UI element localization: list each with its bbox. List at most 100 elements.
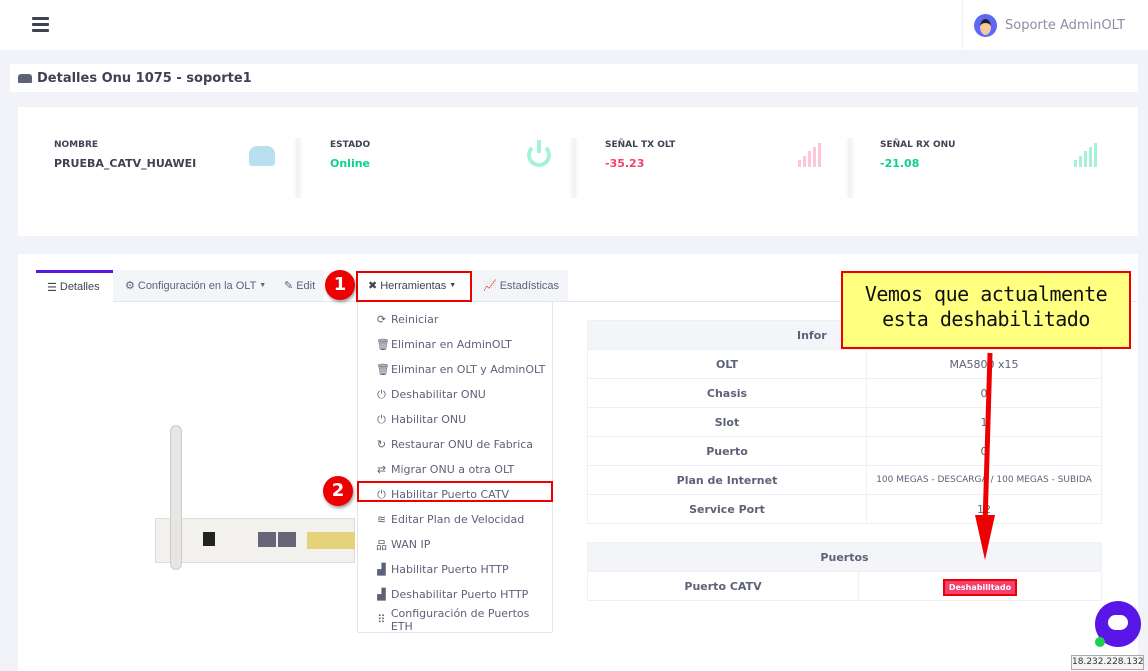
redo-icon: ↻	[376, 438, 387, 451]
user-name: Soporte AdminOLT	[1005, 17, 1126, 33]
status-badge: Deshabilitado	[942, 578, 1018, 596]
grid-icon: ⠿	[377, 613, 386, 626]
chart-icon: 📈	[483, 280, 497, 292]
tab-estadisticas[interactable]: 📈 Estadísticas	[472, 270, 568, 301]
row-value: MA5800 x15	[866, 349, 1102, 379]
stat-label: ESTADO	[330, 140, 371, 150]
tab-detalles[interactable]: ☰ Detalles	[36, 270, 113, 301]
row-key: Plan de Internet	[587, 465, 867, 495]
menu-item-label: Deshabilitar Puerto HTTP	[391, 588, 529, 601]
page-title: Detalles Onu 1075 - soporte1	[10, 64, 1138, 92]
menu-item-label: Editar Plan de Velocidad	[391, 513, 525, 526]
onu-router-image	[155, 425, 355, 570]
menu-item[interactable]: ⟳ Reiniciar	[358, 307, 552, 332]
callout-line: esta deshabilitado	[882, 307, 1090, 331]
tab-label: Configuración en la OLT	[137, 279, 257, 292]
ip-label: 18.232.228.132	[1071, 655, 1144, 670]
tab-editar[interactable]: ✎ Edit	[280, 270, 324, 301]
highlight-box	[356, 271, 472, 302]
stat-value: -35.23	[605, 157, 645, 170]
table-row: Puerto 0	[587, 436, 1102, 466]
menu-item-label: Deshabilitar ONU	[391, 388, 486, 401]
table-row: Puerto CATV Deshabilitado	[587, 571, 1102, 601]
wifi-icon: ≋	[376, 513, 387, 526]
tab-label: Herramientas	[380, 279, 447, 292]
herramientas-dropdown: ⟳ Reiniciar 🗑 Eliminar en AdminOLT 🗑 Eliminar…	[357, 301, 553, 633]
gear-icon: ⚙	[125, 280, 135, 292]
menu-item-label: Configuración de Puertos ETH	[390, 606, 530, 633]
table-row: Plan de Internet 100 MEGAS - DESCARGA / 1…	[587, 465, 1102, 495]
row-key: Chasis	[587, 378, 867, 408]
menu-item-label: Restaurar ONU de Fabrica	[391, 438, 534, 451]
menu-item[interactable]: 品 WAN IP	[358, 532, 552, 557]
menu-item-label: Eliminar en AdminOLT	[391, 338, 512, 351]
online-dot	[1095, 637, 1105, 647]
menu-item-label: Habilitar Puerto HTTP	[391, 563, 509, 576]
stat-label: SEÑAL RX ONU	[880, 140, 956, 150]
exchange-icon: ⇄	[376, 463, 387, 476]
row-value: 0	[866, 436, 1102, 466]
refresh-icon: ⟳	[376, 313, 387, 326]
step-badge-2: 2	[323, 476, 353, 506]
menu-item-label: WAN IP	[391, 538, 431, 551]
caret-down-icon: ▼	[259, 282, 267, 289]
stat-label: SEÑAL TX OLT	[605, 140, 676, 150]
menu-item-label: Migrar ONU a otra OLT	[391, 463, 515, 476]
callout-line: Vemos que actualmente	[864, 282, 1108, 306]
user-menu[interactable]: Soporte AdminOLT	[962, 0, 1137, 50]
top-header	[0, 0, 1148, 50]
tab-label: Edit	[296, 279, 316, 292]
menu-item-label: Eliminar en OLT y AdminOLT	[391, 363, 546, 376]
row-key: Puerto	[587, 436, 867, 466]
trash-icon: 🗑	[376, 338, 390, 351]
menu-item[interactable]: 🗑 Eliminar en AdminOLT	[358, 332, 552, 357]
edit-icon: ✎	[284, 280, 294, 292]
tab-label: Detalles	[59, 281, 100, 293]
row-key: Slot	[587, 407, 867, 437]
power-icon: ⏻	[377, 387, 386, 401]
hdd-icon	[249, 146, 275, 166]
menu-item[interactable]: ⇄ Migrar ONU a otra OLT	[358, 457, 552, 482]
power-icon: ⏻	[377, 412, 386, 426]
menu-item[interactable]: ≋ Editar Plan de Velocidad	[358, 507, 552, 532]
info-table: Infor OLT MA5800 x15 Chasis 0 Slot 1 Puerto 0 Pl…	[587, 320, 1102, 524]
stat-value: PRUEBA_CATV_HUAWEI	[54, 157, 197, 170]
power-icon: ⏻	[377, 487, 386, 501]
ports-table-header: Puertos	[587, 542, 1102, 572]
power-icon	[527, 143, 551, 167]
row-key: Service Port	[587, 494, 867, 524]
menu-item[interactable]: 🗑 Eliminar en OLT y AdminOLT	[358, 357, 552, 382]
menu-item[interactable]: ⏻ Deshabilitar ONU	[358, 382, 552, 407]
stat-nombre: NOMBRE PRUEBA_CATV_HUAWEI	[54, 140, 196, 170]
menu-item[interactable]: ↻ Restaurar ONU de Fabrica	[358, 432, 552, 457]
menu-item[interactable]: ⠿ Configuración de Puertos ETH	[358, 606, 552, 633]
annotation-callout: Vemos que actualmente esta deshabilitado	[841, 271, 1131, 349]
tab-herramientas[interactable]: ✖ Herramientas ▼	[356, 270, 472, 301]
stat-estado: ESTADO Online	[330, 140, 370, 170]
tab-label: Estadísticas	[499, 279, 560, 292]
menu-item[interactable]: ⏻ Habilitar Puerto CATV	[358, 482, 552, 507]
network-icon: 品	[376, 538, 387, 552]
ethernet-icon: ▟	[377, 563, 386, 576]
menu-item[interactable]: ⏻ Habilitar ONU	[358, 407, 552, 432]
menu-item-label: Habilitar Puerto CATV	[391, 488, 510, 501]
caret-down-icon: ▼	[449, 282, 457, 289]
menu-item[interactable]: ▟ Habilitar Puerto HTTP	[358, 557, 552, 582]
row-value: 0	[866, 378, 1102, 408]
table-row: Service Port12	[587, 494, 1102, 524]
stat-value: Online	[330, 157, 371, 170]
hamburger-icon[interactable]	[32, 17, 49, 32]
trash-icon: 🗑	[376, 363, 390, 376]
stat-rx: SEÑAL RX ONU -21.08	[880, 140, 956, 170]
tab-configuracion[interactable]: ⚙ Configuración en la OLT ▼	[113, 270, 280, 301]
row-key: OLT	[587, 349, 867, 379]
ports-table: Puertos Puerto CATV Deshabilitado	[587, 542, 1102, 601]
arrow-annotation	[975, 352, 995, 560]
highlight-box	[357, 481, 553, 502]
stat-label: NOMBRE	[54, 140, 99, 150]
menu-item[interactable]: ▟ Deshabilitar Puerto HTTP	[358, 582, 552, 607]
stat-tx: SEÑAL TX OLT -35.23	[605, 140, 675, 170]
avatar	[974, 13, 997, 37]
signal-icon	[1074, 143, 1097, 167]
table-row: OLT MA5800 x15	[587, 349, 1102, 379]
